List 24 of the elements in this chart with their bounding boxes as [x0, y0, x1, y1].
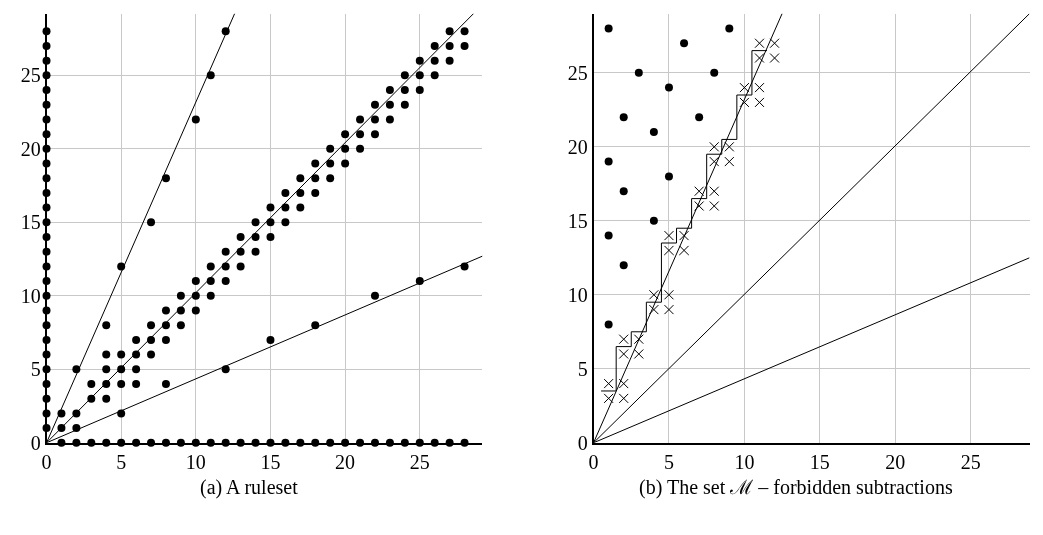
text: (b) The set ℳ – forbidden subtractions: [639, 476, 953, 499]
y-tick-label: 10: [20, 284, 41, 307]
x-tick-label: 20: [885, 450, 906, 473]
y-tick-label: 0: [30, 431, 41, 454]
y-tick-label: 5: [577, 357, 588, 380]
x-tick-label: 5: [663, 450, 674, 473]
x-tick-label: 25: [409, 450, 430, 473]
y-tick-label: 25: [20, 64, 41, 87]
x-tick-label: 15: [260, 450, 281, 473]
y-tick-label: 15: [567, 209, 588, 232]
y-tick-label: 5: [30, 358, 41, 381]
y-tick-label: 20: [567, 135, 588, 158]
text: (a) A ruleset: [200, 476, 299, 499]
y-tick-label: 25: [567, 61, 588, 84]
x-tick-label: 20: [335, 450, 356, 473]
y-tick-label: 15: [20, 211, 41, 234]
x-tick-label: 25: [960, 450, 981, 473]
x-tick-label: 10: [185, 450, 206, 473]
x-tick-label: 15: [809, 450, 830, 473]
y-tick-label: 10: [567, 283, 588, 306]
x-tick-label: 5: [116, 450, 127, 473]
y-tick-label: 0: [577, 431, 588, 454]
y-tick-label: 20: [20, 137, 41, 160]
x-tick-label: 10: [734, 450, 755, 473]
